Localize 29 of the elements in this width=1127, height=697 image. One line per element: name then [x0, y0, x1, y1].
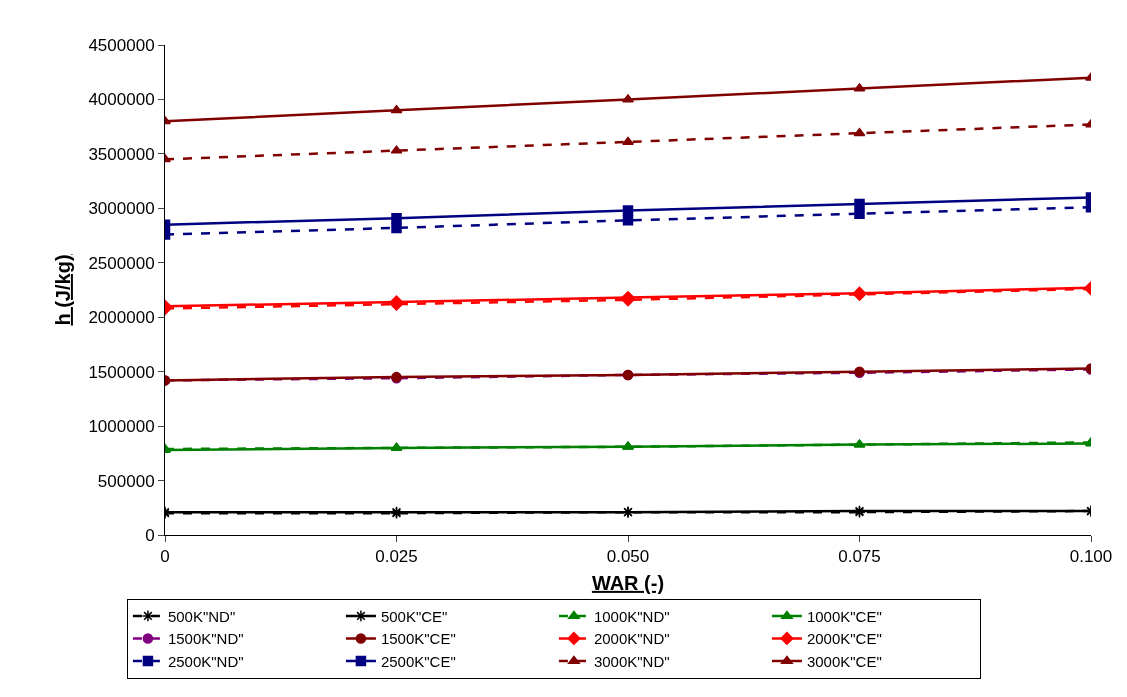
- x-tick-label: 0.075: [838, 547, 881, 567]
- x-tick-label: 0.025: [375, 547, 418, 567]
- x-tick-label: 0: [160, 547, 170, 567]
- y-tick-label: 1000000: [88, 417, 155, 437]
- y-tick-label: 0: [145, 525, 155, 545]
- legend-label: 1000K"CE": [806, 607, 882, 625]
- legend-label: 500K"ND": [167, 607, 236, 625]
- x-axis-title: WAR (-): [591, 571, 665, 594]
- y-tick-label: 2000000: [88, 308, 155, 328]
- legend-label: 2000K"CE": [806, 630, 882, 648]
- x-tick-label: 0.050: [606, 547, 650, 567]
- legend-label: 3000K"ND": [593, 652, 670, 670]
- y-tick-label: 4500000: [88, 35, 155, 55]
- legend-label: 1000K"ND": [593, 607, 670, 625]
- legend-label: 3000K"CE": [806, 652, 882, 670]
- legend-label: 1500K"CE": [380, 630, 456, 648]
- y-tick-label: 4000000: [88, 90, 155, 110]
- legend-label: 1500K"ND": [167, 630, 244, 648]
- legend-label: 500K"CE": [380, 607, 448, 625]
- legend-label: 2000K"ND": [593, 630, 670, 648]
- y-tick-label: 3000000: [88, 199, 155, 219]
- y-tick-label: 1500000: [88, 362, 155, 382]
- x-tick-label: 0.100: [1069, 547, 1113, 567]
- y-tick-label: 500000: [97, 471, 155, 491]
- y-tick-label: 3500000: [88, 144, 155, 164]
- y-tick-label: 2500000: [88, 253, 155, 273]
- legend-label: 2500K"ND": [167, 652, 244, 670]
- legend-label: 2500K"CE": [380, 652, 456, 670]
- y-axis-title: h (J/kg): [51, 254, 74, 326]
